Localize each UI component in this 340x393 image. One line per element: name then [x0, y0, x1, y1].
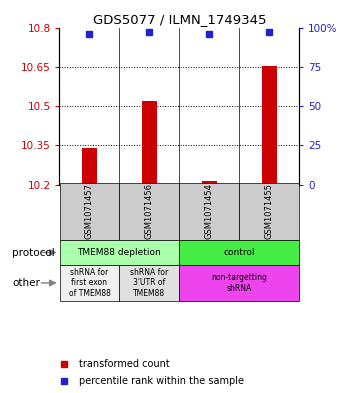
Bar [59, 183, 119, 240]
Text: protocol: protocol [12, 248, 55, 257]
Bar [59, 240, 180, 265]
Text: control: control [223, 248, 255, 257]
Text: other: other [12, 278, 40, 288]
Text: TMEM88 depletion: TMEM88 depletion [78, 248, 161, 257]
Bar [82, 148, 97, 185]
Text: non-targetting
shRNA: non-targetting shRNA [211, 273, 267, 293]
Bar [119, 265, 180, 301]
Bar [202, 181, 217, 185]
Bar [142, 101, 157, 185]
Bar [239, 183, 299, 240]
Bar [262, 66, 277, 185]
Text: GSM1071454: GSM1071454 [205, 183, 214, 239]
Bar [119, 183, 180, 240]
Text: percentile rank within the sample: percentile rank within the sample [79, 376, 244, 386]
Text: shRNA for
3'UTR of
TMEM88: shRNA for 3'UTR of TMEM88 [130, 268, 169, 298]
Bar [180, 183, 239, 240]
Text: shRNA for
first exon
of TMEM88: shRNA for first exon of TMEM88 [69, 268, 110, 298]
Text: GSM1071455: GSM1071455 [265, 183, 274, 239]
Title: GDS5077 / ILMN_1749345: GDS5077 / ILMN_1749345 [92, 13, 266, 26]
Bar [180, 240, 299, 265]
Text: GSM1071456: GSM1071456 [145, 183, 154, 239]
Text: transformed count: transformed count [79, 359, 169, 369]
Text: GSM1071457: GSM1071457 [85, 183, 94, 239]
Bar [59, 265, 119, 301]
Bar [180, 265, 299, 301]
